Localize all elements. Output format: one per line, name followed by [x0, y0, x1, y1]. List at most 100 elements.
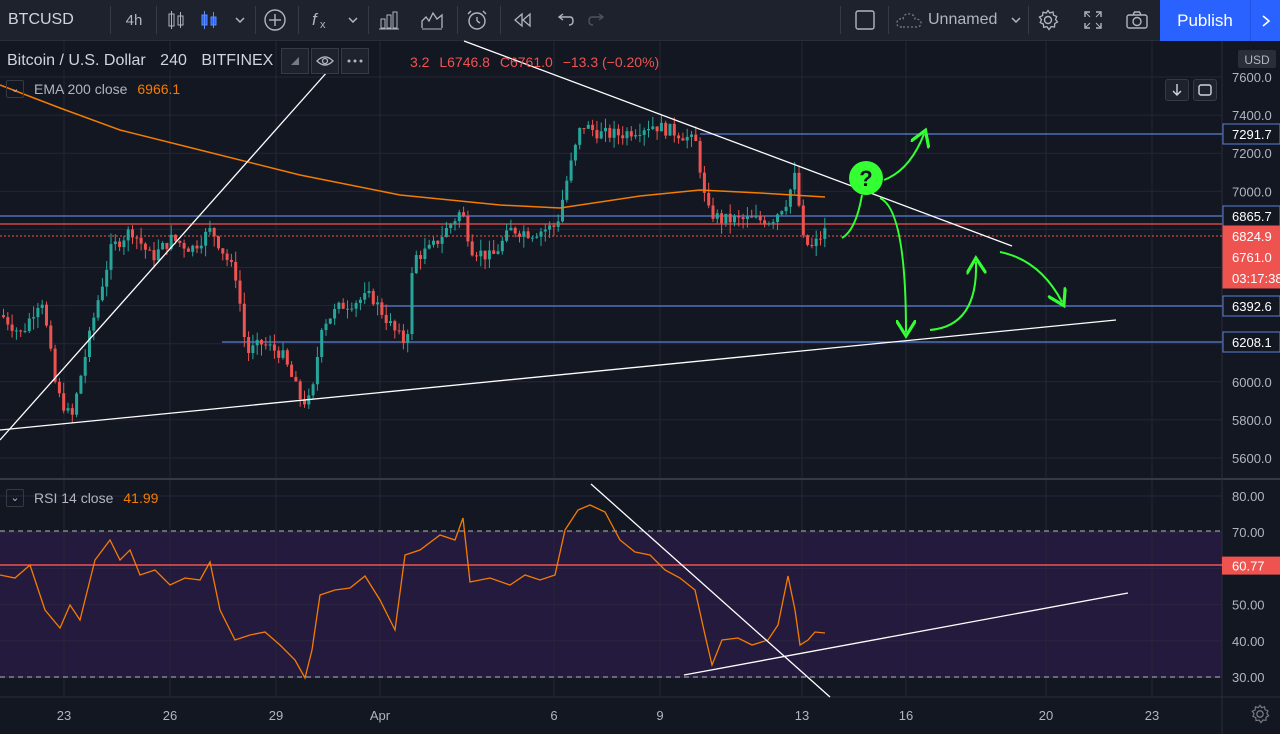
time-tick-label: 16 [899, 708, 913, 723]
templates-button[interactable] [418, 0, 446, 40]
candle-body [49, 325, 53, 349]
symbol-search-button[interactable]: BTCUSD [8, 11, 74, 28]
legend-title: Bitcoin / U.S. Dollar 240 BITFINEX [0, 52, 274, 70]
candle-body [608, 127, 612, 138]
candle-body [100, 286, 104, 301]
layout-name-button[interactable]: Unnamed [895, 0, 1030, 40]
legend-visibility-button[interactable] [311, 48, 340, 74]
candle-body [199, 245, 203, 249]
legend-more-button[interactable] [341, 48, 370, 74]
candle-body [556, 221, 560, 227]
redo-button[interactable] [584, 0, 610, 40]
layout-name: Unnamed [928, 11, 998, 28]
currency-badge [1238, 50, 1276, 68]
candle-body [294, 376, 298, 382]
candle-body [509, 227, 513, 231]
alert-button[interactable] [463, 0, 491, 40]
candle-body [612, 128, 616, 138]
candle-body [311, 384, 315, 396]
pane-move-down-button[interactable] [1165, 79, 1189, 101]
snapshot-button[interactable] [1123, 0, 1151, 40]
undo-button[interactable] [552, 0, 578, 40]
pane-maximize-button[interactable] [1193, 79, 1217, 101]
candle-body [651, 126, 655, 130]
ohlc-close: C6761.0 [499, 54, 553, 70]
candle-body [75, 393, 79, 415]
candle-body [191, 245, 195, 252]
candle-body [621, 135, 625, 139]
candle-body [14, 330, 18, 332]
candle-body [586, 124, 590, 129]
interval-button[interactable]: 4h [125, 11, 143, 29]
candle-body [19, 330, 23, 332]
price-badge [1222, 123, 1280, 145]
rsi-legend[interactable]: ⌄ RSI 14 close 41.99 [6, 489, 158, 507]
candle-body [664, 122, 668, 136]
candle-body [255, 339, 259, 346]
candle-body [733, 216, 736, 223]
candle-body [105, 269, 109, 287]
price-tick-label: 7600.0 [1232, 70, 1272, 85]
settings-button[interactable] [1035, 0, 1061, 40]
collapse-chevron-icon[interactable]: ⌄ [6, 80, 24, 98]
price-tick-label: 7200.0 [1232, 146, 1272, 161]
candle-body [423, 248, 427, 259]
candle-body [487, 250, 491, 260]
candles-icon [201, 11, 217, 29]
price-tick-label: 5600.0 [1232, 451, 1272, 466]
rsi-axis[interactable]: 80.00 70.00 50.00 40.00 30.00 60.77 [1222, 489, 1280, 685]
candle-body [814, 238, 818, 247]
compare-plus-icon [264, 9, 286, 31]
price-badge [1222, 295, 1280, 317]
candle-body [88, 330, 91, 357]
candle-body [122, 240, 126, 248]
publish-menu-button[interactable] [1250, 0, 1280, 41]
cloud-icon [896, 13, 922, 28]
candle-body [161, 242, 165, 250]
candle-body [715, 213, 719, 219]
collapse-chevron-icon[interactable]: ⌄ [6, 489, 24, 507]
chart-style-dropdown[interactable] [230, 0, 250, 40]
candle-body [156, 249, 160, 261]
candle-body [419, 255, 423, 259]
price-axis[interactable]: 7600.0 7400.0 7200.0 7000.0 6000.0 5800.0 5600… [1232, 70, 1272, 466]
publish-button[interactable]: Publish [1160, 0, 1250, 41]
settings-axis-button[interactable] [1251, 704, 1270, 724]
price-badges: 7291.7 6865.7 6824.9 6761.0 03:17:38 6392.6 62… [1222, 123, 1280, 353]
question-mark-text: ? [859, 166, 872, 191]
fullscreen-square-button[interactable] [852, 0, 878, 40]
candle-body [638, 134, 642, 136]
candle-body [548, 225, 552, 230]
candles-style-button[interactable] [196, 0, 222, 40]
candle-body [672, 123, 676, 136]
bar-style-button[interactable] [163, 0, 189, 40]
bar-chart-icon [168, 11, 184, 29]
candle-body [771, 222, 775, 224]
candle-body [139, 237, 143, 244]
candlestick-series [2, 115, 827, 424]
camera-icon [1126, 11, 1148, 29]
legend-hide-button[interactable] [281, 48, 310, 74]
indicators-dropdown[interactable] [343, 0, 363, 40]
ema-legend[interactable]: ⌄ EMA 200 close 6966.1 [6, 80, 180, 98]
toolbar-divider [500, 6, 501, 34]
candle-body [728, 213, 732, 223]
candle-body [242, 303, 246, 338]
compare-button[interactable] [262, 0, 288, 40]
candle-body [707, 192, 711, 206]
candle-body [2, 315, 5, 318]
candle-body [702, 172, 706, 193]
time-axis[interactable]: 23 26 29 Apr 6 9 13 16 20 23 [57, 708, 1159, 723]
toolbar-divider [840, 6, 841, 34]
candle-body [625, 131, 629, 139]
more-dots-icon [347, 59, 363, 63]
replay-button[interactable] [508, 0, 536, 40]
candle-body [659, 122, 663, 132]
candle-body [561, 199, 564, 222]
financials-button[interactable] [375, 0, 403, 40]
expand-button[interactable] [1080, 0, 1106, 40]
candle-body [543, 229, 547, 232]
chart-grid [0, 41, 1222, 697]
